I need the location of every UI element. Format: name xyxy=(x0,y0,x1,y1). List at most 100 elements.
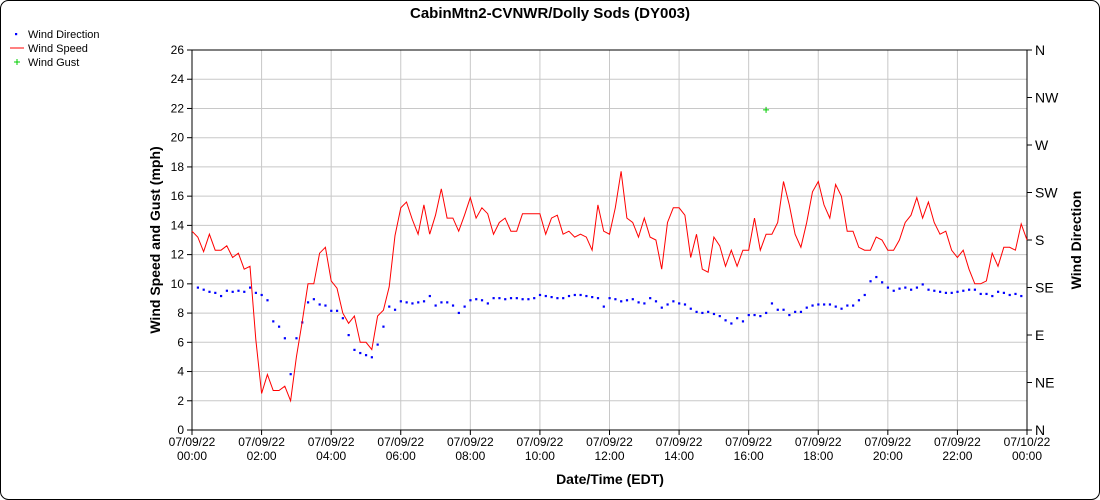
direction-point xyxy=(933,289,936,292)
direction-point xyxy=(312,298,315,301)
y-tick-label: 0 xyxy=(177,423,184,437)
x-tick-label: 07/09/22 00:00 xyxy=(169,435,216,463)
y-tick-label: 4 xyxy=(177,365,184,379)
direction-point xyxy=(353,348,356,351)
direction-point xyxy=(504,298,507,301)
direction-point xyxy=(1002,291,1006,294)
x-tick-label: 07/09/22 04:00 xyxy=(308,435,355,463)
y2-tick-label: N xyxy=(1035,42,1045,58)
y-tick-label: 14 xyxy=(171,218,185,232)
y2-tick-label: S xyxy=(1035,232,1044,248)
direction-point xyxy=(475,298,478,301)
direction-point xyxy=(724,319,727,322)
direction-point xyxy=(823,303,826,306)
direction-point xyxy=(701,311,704,315)
direction-point xyxy=(730,322,733,325)
direction-point xyxy=(614,298,617,301)
direction-point xyxy=(393,308,397,311)
chart-title: CabinMtn2-CVNWR/Dolly Sods (DY003) xyxy=(410,5,690,22)
direction-point xyxy=(376,343,379,346)
x-tick-label: 07/09/22 06:00 xyxy=(377,435,424,463)
direction-point xyxy=(886,286,890,289)
y2-tick-label: SE xyxy=(1035,280,1054,296)
direction-point xyxy=(753,313,756,317)
direction-point xyxy=(498,297,501,300)
y2-axis-title: Wind Direction xyxy=(1068,191,1084,290)
legend-marker xyxy=(15,33,18,36)
direction-point xyxy=(538,293,542,297)
direction-point xyxy=(944,291,948,294)
direction-point xyxy=(962,289,965,292)
direction-point xyxy=(243,290,246,293)
direction-point xyxy=(446,301,449,304)
direction-point xyxy=(422,300,426,303)
direction-point xyxy=(968,288,971,291)
direction-point xyxy=(799,310,803,313)
direction-point xyxy=(973,288,977,291)
direction-point xyxy=(254,291,257,294)
direction-point xyxy=(405,301,408,304)
direction-point xyxy=(306,301,310,304)
direction-point xyxy=(480,299,484,302)
direction-point xyxy=(579,293,582,297)
direction-point xyxy=(747,313,750,317)
direction-point xyxy=(718,315,721,318)
direction-point xyxy=(759,315,762,318)
direction-point xyxy=(898,287,901,290)
direction-point xyxy=(347,334,350,337)
direction-point xyxy=(272,320,275,323)
direction-point xyxy=(1014,292,1017,296)
direction-point xyxy=(921,283,924,286)
y-tick-label: 20 xyxy=(171,131,185,145)
y2-tick-label: W xyxy=(1035,137,1049,153)
x-tick-label: 07/09/22 22:00 xyxy=(934,435,981,463)
direction-point xyxy=(782,308,785,311)
direction-point xyxy=(219,294,223,298)
direction-point xyxy=(283,337,286,340)
direction-point xyxy=(863,293,866,297)
direction-point xyxy=(202,288,205,291)
direction-point xyxy=(260,293,263,297)
direction-point xyxy=(591,296,594,299)
direction-point xyxy=(620,300,623,303)
direction-point xyxy=(712,312,716,316)
direction-point xyxy=(237,289,240,292)
direction-point xyxy=(214,291,217,294)
direction-point xyxy=(330,309,333,312)
direction-point xyxy=(672,300,675,303)
y2-tick-label: N xyxy=(1035,422,1045,438)
x-tick-label: 07/09/22 14:00 xyxy=(656,435,703,463)
direction-point xyxy=(266,299,269,302)
direction-point xyxy=(248,286,252,289)
direction-point xyxy=(683,303,687,306)
direction-point xyxy=(695,310,698,313)
y-tick-label: 26 xyxy=(171,43,185,57)
direction-point xyxy=(678,302,681,305)
y-tick-label: 6 xyxy=(177,335,184,349)
direction-point xyxy=(544,294,547,298)
direction-point xyxy=(811,304,814,307)
legend-label: Wind Direction xyxy=(28,29,100,41)
x-tick-label: 07/09/22 12:00 xyxy=(586,435,633,463)
y-tick-label: 8 xyxy=(177,306,184,320)
direction-point xyxy=(1020,294,1023,298)
direction-point xyxy=(707,310,710,313)
direction-point xyxy=(788,313,791,317)
y-tick-label: 12 xyxy=(171,248,185,262)
direction-point xyxy=(567,294,571,298)
direction-point xyxy=(359,351,362,355)
y2-tick-label: E xyxy=(1035,327,1044,343)
direction-point xyxy=(915,286,919,289)
direction-point xyxy=(527,298,530,301)
direction-point xyxy=(341,317,344,320)
direction-point xyxy=(654,300,658,303)
direction-point xyxy=(515,297,518,300)
y2-tick-label: NE xyxy=(1035,375,1054,391)
direction-point xyxy=(1008,293,1011,297)
direction-point xyxy=(585,294,588,298)
direction-point xyxy=(428,294,431,298)
x-tick-label: 07/09/22 16:00 xyxy=(725,435,772,463)
direction-point xyxy=(736,317,739,320)
y2-tick-label: SW xyxy=(1035,185,1058,201)
